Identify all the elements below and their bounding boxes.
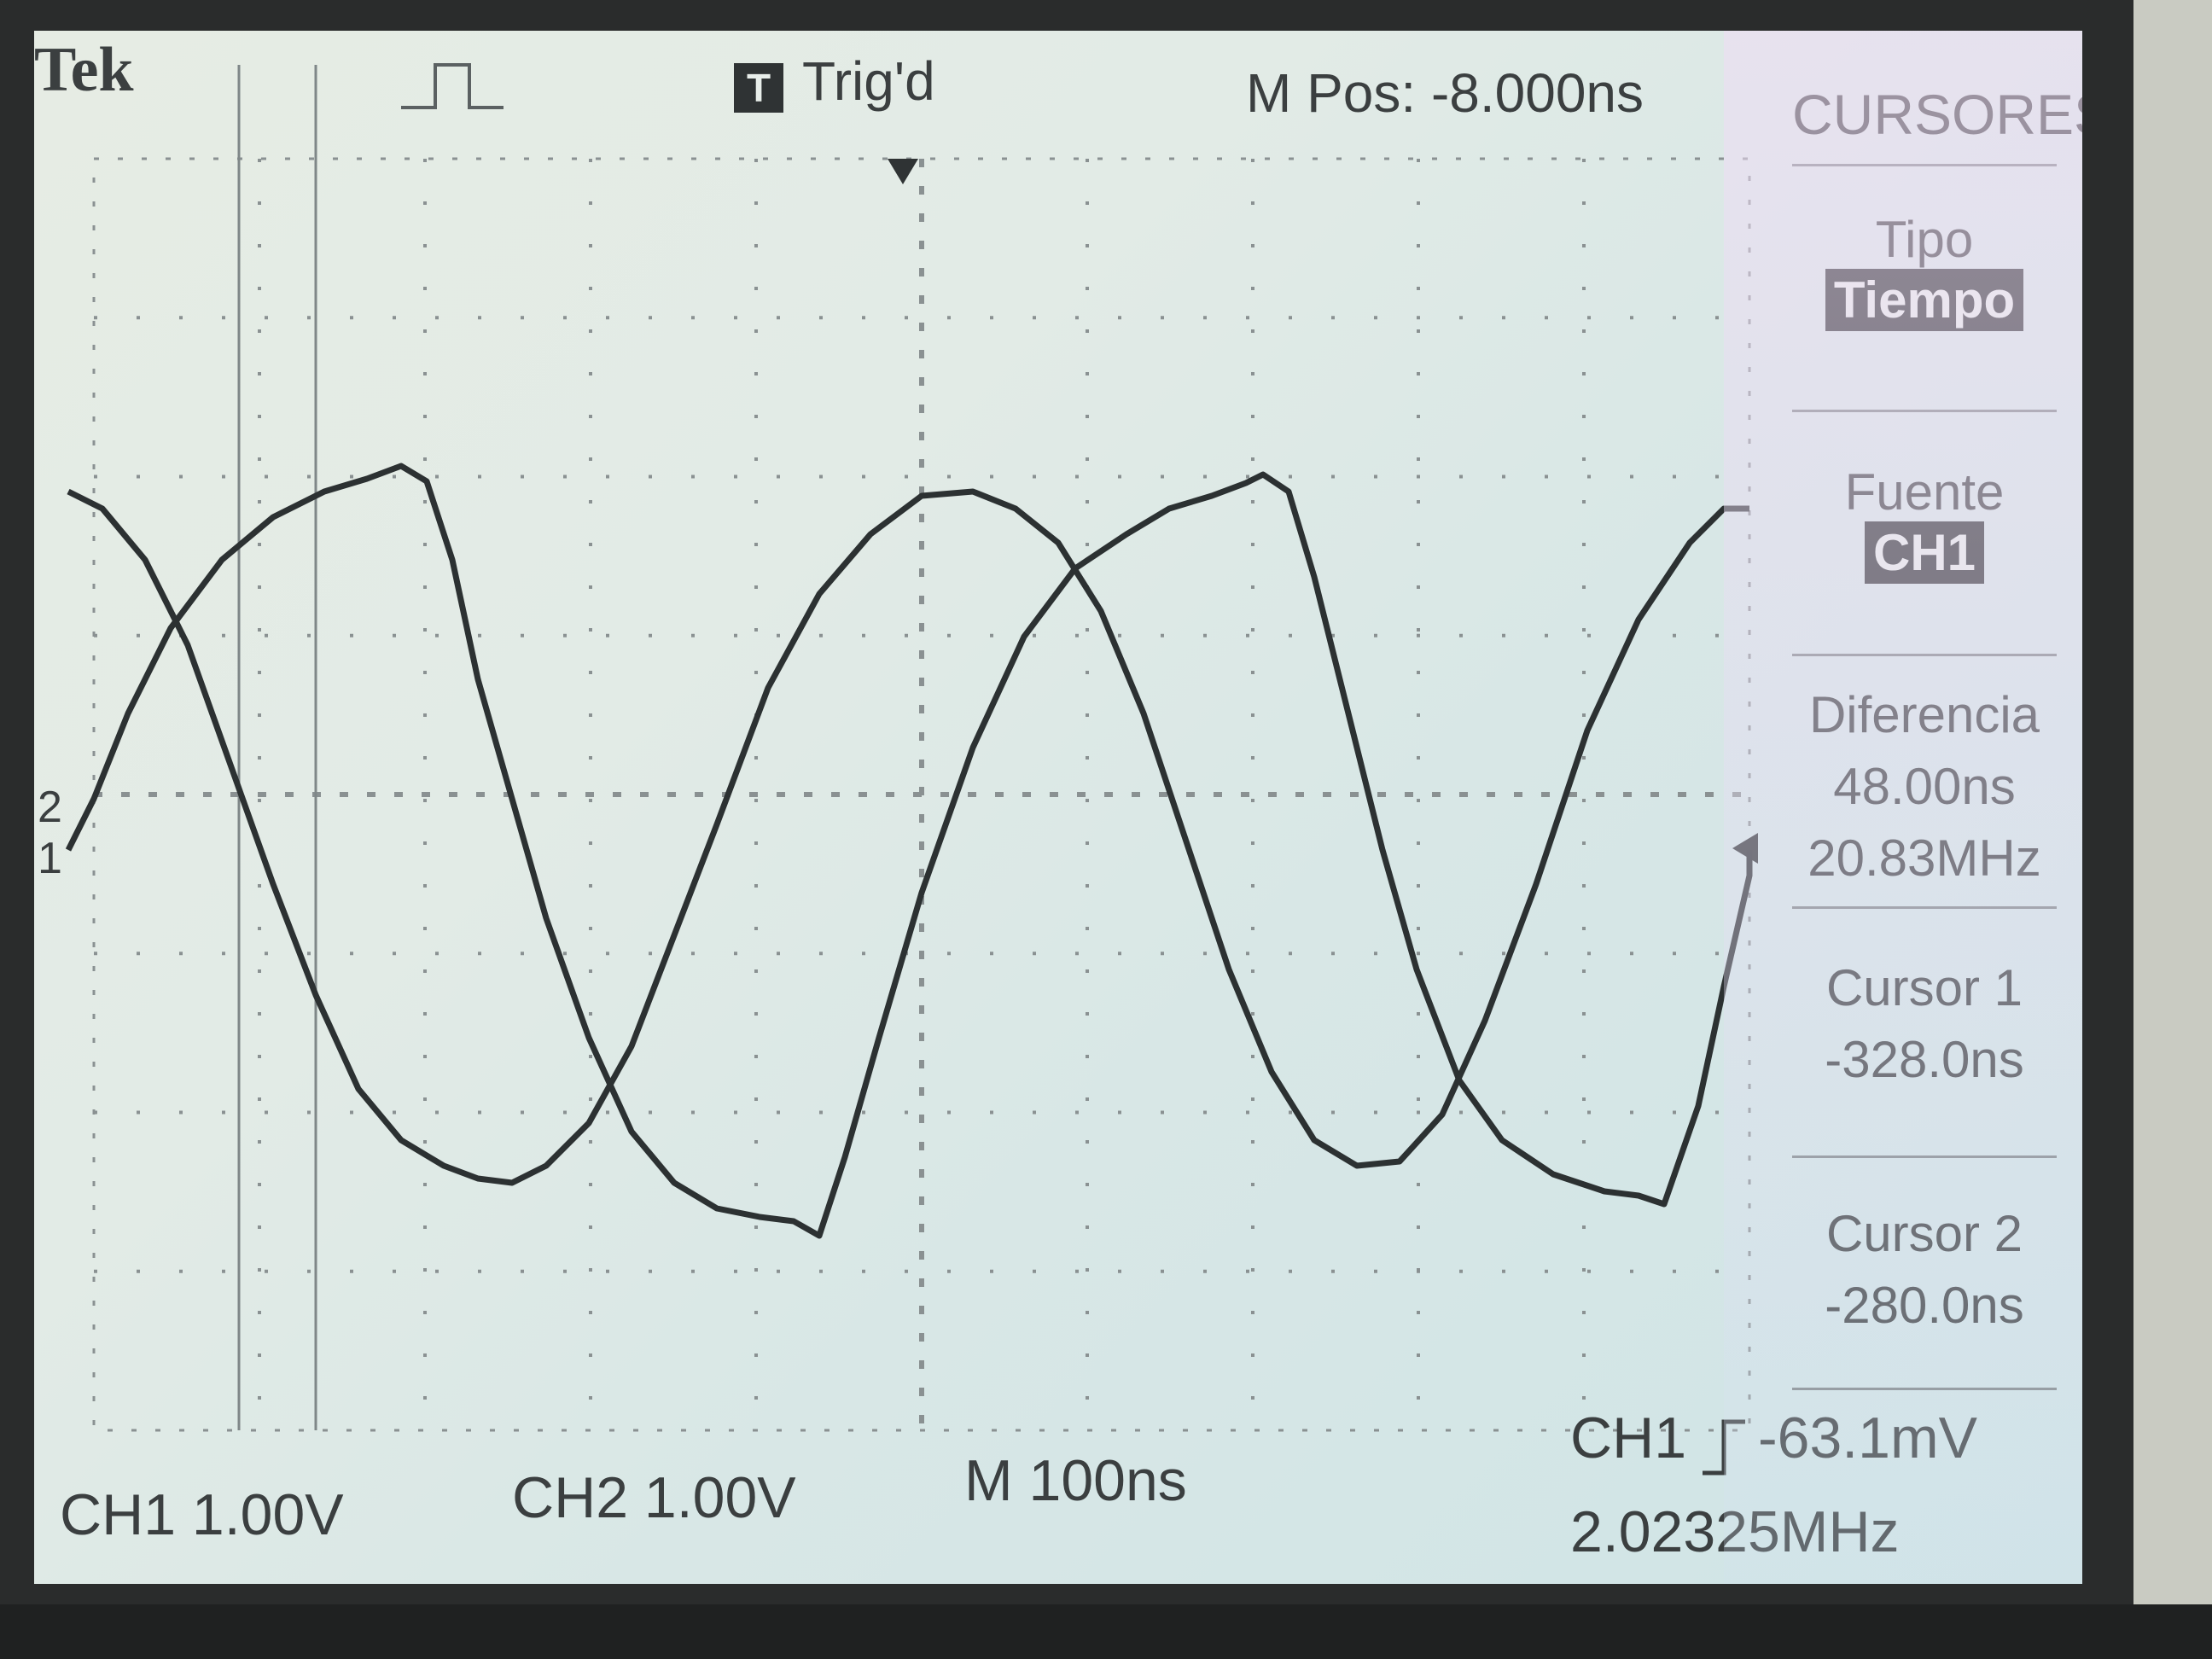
timebase-readout: M 100ns	[964, 1448, 1187, 1513]
menu-cursor1-item[interactable]: Cursor 1 -328.0ns	[1792, 952, 2057, 1096]
trigger-status: Trig'd	[802, 50, 935, 112]
graticule-grid	[94, 159, 1749, 1430]
oscilloscope-bezel	[2133, 0, 2212, 1659]
menu-divider	[1792, 906, 2057, 909]
oscilloscope-bezel-bottom	[0, 1604, 2212, 1659]
menu-cursor1-value: -328.0ns	[1825, 1031, 2024, 1088]
position-readout: M Pos: -8.000ns	[1246, 62, 1644, 124]
trigger-source-readout: CH1	[1570, 1406, 1687, 1470]
menu-divider	[1792, 1155, 2057, 1158]
ch2-ground-marker: 2	[38, 783, 62, 832]
menu-type-item[interactable]: Tipo Tiempo	[1792, 210, 2057, 331]
rising-edge-icon	[1703, 1419, 1745, 1476]
menu-type-value: Tiempo	[1825, 269, 2024, 331]
ch1-ground-marker: 1	[38, 834, 62, 883]
trigger-level-readout: -63.1mV	[1758, 1406, 1977, 1470]
graticule-border	[92, 157, 1751, 1432]
ch1-scale-readout: CH1 1.00V	[60, 1482, 344, 1547]
menu-difference-frequency: 20.83MHz	[1807, 830, 2041, 887]
ch1-waveform	[65, 463, 1753, 1239]
frequency-readout: 2.02325MHz	[1570, 1499, 1900, 1564]
menu-source-item[interactable]: Fuente CH1	[1792, 463, 2057, 584]
brand-logo: Tek	[34, 35, 134, 105]
menu-difference-label: Diferencia	[1808, 686, 2040, 743]
menu-source-value: CH1	[1864, 521, 1985, 584]
menu-divider	[1792, 654, 2057, 656]
menu-source-label: Fuente	[1844, 463, 2005, 521]
ch2-scale-readout: CH2 1.00V	[512, 1465, 796, 1530]
menu-cursor2-label: Cursor 2	[1825, 1205, 2023, 1262]
menu-divider	[1792, 1388, 2057, 1390]
ch2-waveform	[67, 488, 1749, 1186]
menu-divider	[1792, 164, 2057, 166]
trigger-badge: T	[734, 63, 783, 113]
menu-cursor2-value: -280.0ns	[1825, 1277, 2024, 1334]
menu-difference-time: 48.00ns	[1833, 758, 2016, 815]
menu-type-label: Tipo	[1875, 211, 1974, 268]
waveform-display	[65, 63, 1758, 1432]
left-arrow-icon	[1732, 833, 1758, 864]
menu-divider	[1792, 410, 2057, 412]
menu-cursor1-label: Cursor 1	[1825, 959, 2023, 1016]
menu-difference-item: Diferencia 48.00ns 20.83MHz	[1792, 679, 2057, 894]
menu-title: CURSORES	[1792, 83, 2082, 146]
oscilloscope-screen: Tek T Trig'd M Pos: -8.000ns CURSORES Ti…	[34, 31, 2082, 1584]
down-arrow-icon	[888, 159, 918, 184]
menu-cursor2-item[interactable]: Cursor 2 -280.0ns	[1792, 1198, 2057, 1342]
pulse-icon	[401, 63, 504, 109]
